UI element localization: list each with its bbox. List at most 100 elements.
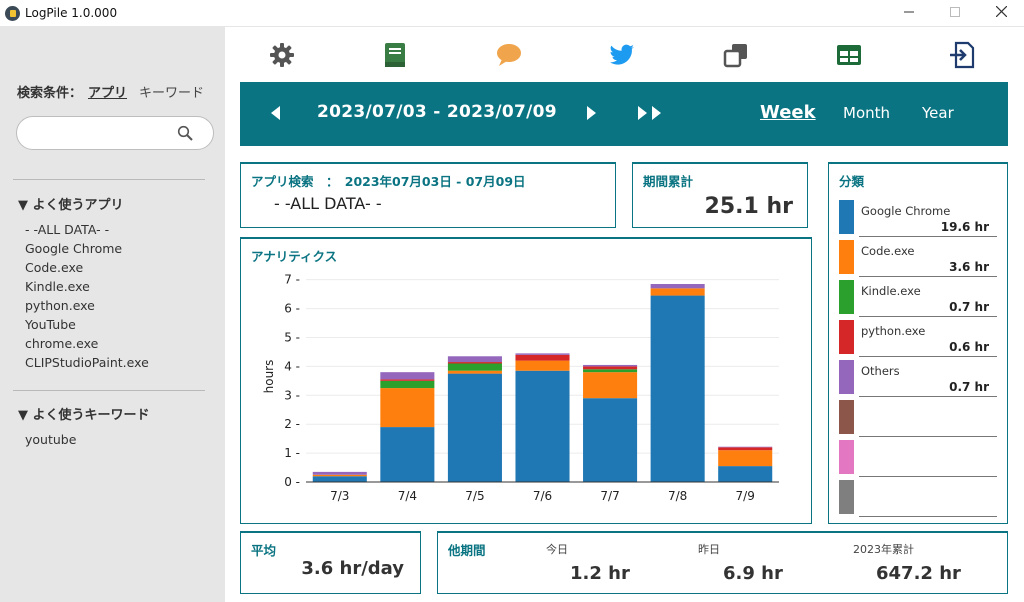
bar-segment [718, 466, 773, 482]
favorite-app-item[interactable]: chrome.exe [25, 336, 99, 351]
favorite-app-item[interactable]: CLIPStudioPaint.exe [25, 355, 149, 370]
bar-segment [515, 354, 570, 361]
next-period-icon[interactable] [585, 104, 599, 122]
previous-period-icon[interactable] [268, 104, 282, 122]
app-logo-icon [5, 6, 20, 21]
classification-item: Code.exe 3.6 hr [839, 240, 997, 277]
classification-item: python.exe 0.6 hr [839, 320, 997, 357]
bar-segment [650, 295, 705, 482]
favorite-app-item[interactable]: python.exe [25, 298, 95, 313]
classification-underline [859, 516, 997, 517]
classification-title: 分類 [839, 174, 865, 189]
bar-segment [312, 471, 367, 475]
table-grid-icon[interactable] [834, 40, 864, 70]
maximize-icon [950, 7, 960, 17]
color-swatch [839, 440, 854, 474]
app-search-value: - -ALL DATA- - [274, 194, 382, 213]
bar-segment [380, 427, 435, 482]
minimize-button[interactable] [886, 0, 932, 27]
bar-segment [515, 370, 570, 482]
export-file-icon[interactable] [947, 40, 977, 70]
bar-segment [718, 446, 773, 448]
tab-month[interactable]: Month [843, 104, 891, 122]
other-period-panel: 他期間 今日 1.2 hr 昨日 6.9 hr 2023年累計 647.2 hr [437, 531, 1008, 594]
average-title: 平均 [251, 543, 277, 558]
classification-value: 0.7 hr [949, 380, 989, 394]
copy-windows-icon[interactable] [721, 40, 751, 70]
gear-icon[interactable] [267, 40, 297, 70]
y-tick-label: 0 - [284, 475, 300, 489]
search-condition-label: 検索条件： [17, 86, 83, 101]
bar-segment [650, 284, 705, 289]
bar-segment [380, 372, 435, 380]
y-tick-label: 1 - [284, 446, 300, 460]
favorite-app-item[interactable]: Google Chrome [25, 241, 123, 256]
favorite-keyword-item[interactable]: youtube [25, 432, 77, 447]
analytics-title: アナリティクス [251, 249, 338, 264]
bar-segment [447, 356, 502, 363]
sidebar-divider [13, 390, 205, 391]
classification-underline [859, 396, 997, 397]
bar-segment [447, 362, 502, 364]
search-icon[interactable] [177, 125, 193, 141]
bar-segment [583, 369, 638, 373]
classification-name: python.exe [861, 324, 926, 338]
color-swatch [839, 360, 854, 394]
search-mode-app[interactable]: アプリ [88, 86, 128, 101]
bar-segment [650, 288, 705, 296]
bar-segment [583, 366, 638, 370]
maximize-button[interactable] [932, 0, 978, 27]
jump-to-latest-icon[interactable] [636, 104, 666, 122]
x-tick-label: 7/8 [668, 489, 687, 503]
tab-week[interactable]: Week [760, 102, 816, 123]
bar-segment [447, 373, 502, 482]
y-tick-label: 7 - [284, 273, 300, 287]
app-search-panel: アプリ検索 ： 2023年07月03日 - 07月09日 - -ALL DATA… [240, 162, 616, 228]
book-icon[interactable] [380, 40, 410, 70]
bar-segment [312, 476, 367, 482]
classification-item [839, 480, 997, 517]
bar-segment [583, 372, 638, 399]
classification-underline [859, 236, 997, 237]
tab-year[interactable]: Year [922, 104, 954, 122]
classification-underline [859, 476, 997, 477]
classification-item: Kindle.exe 0.7 hr [839, 280, 997, 317]
favorite-app-item[interactable]: Kindle.exe [25, 279, 90, 294]
classification-value: 0.6 hr [949, 340, 989, 354]
twitter-bird-icon[interactable] [607, 40, 637, 70]
sidebar-divider [13, 179, 205, 180]
period-total-title: 期間累計 [643, 174, 694, 189]
period-navigation-bar: 2023/07/03 - 2023/07/09 Week Month Year [240, 82, 1008, 146]
search-input[interactable] [31, 123, 181, 143]
y-tick-label: 3 - [284, 388, 300, 402]
y-axis-label: hours [262, 360, 276, 394]
classification-value: 19.6 hr [940, 220, 989, 234]
classification-name: Google Chrome [861, 204, 951, 218]
classification-name: Code.exe [861, 244, 915, 258]
classification-item [839, 400, 997, 437]
favorite-app-item[interactable]: - -ALL DATA- - [25, 222, 110, 237]
stacked-bar-chart: 0 - 1 - 2 - 3 - 4 - 5 - 6 - 7 - hours 7/3 7/4 7/5 7/… [262, 273, 779, 503]
favorite-app-item[interactable]: YouTube [25, 317, 76, 332]
classification-name: Kindle.exe [861, 284, 921, 298]
chat-bubble-icon[interactable] [494, 40, 524, 70]
app-search-title: アプリ検索 ： 2023年07月03日 - 07月09日 [251, 174, 526, 189]
other-period-title: 他期間 [448, 543, 486, 558]
classification-item [839, 440, 997, 477]
close-button[interactable] [978, 0, 1024, 27]
classification-item: Google Chrome 19.6 hr [839, 200, 997, 237]
x-tick-label: 7/4 [398, 489, 417, 503]
classification-name: Others [861, 364, 900, 378]
minimize-icon [904, 11, 914, 13]
classification-underline [859, 356, 997, 357]
color-swatch [839, 240, 854, 274]
average-value: 3.6 hr/day [301, 558, 404, 579]
bar-segment [515, 353, 570, 355]
search-mode-keyword[interactable]: キーワード [139, 86, 205, 101]
favorite-app-item[interactable]: Code.exe [25, 260, 84, 275]
bar-segment [718, 450, 773, 467]
bar-segment [718, 447, 773, 451]
bar-segment [583, 398, 638, 482]
favorite-apps-heading: ▼ よく使うアプリ [18, 198, 124, 213]
